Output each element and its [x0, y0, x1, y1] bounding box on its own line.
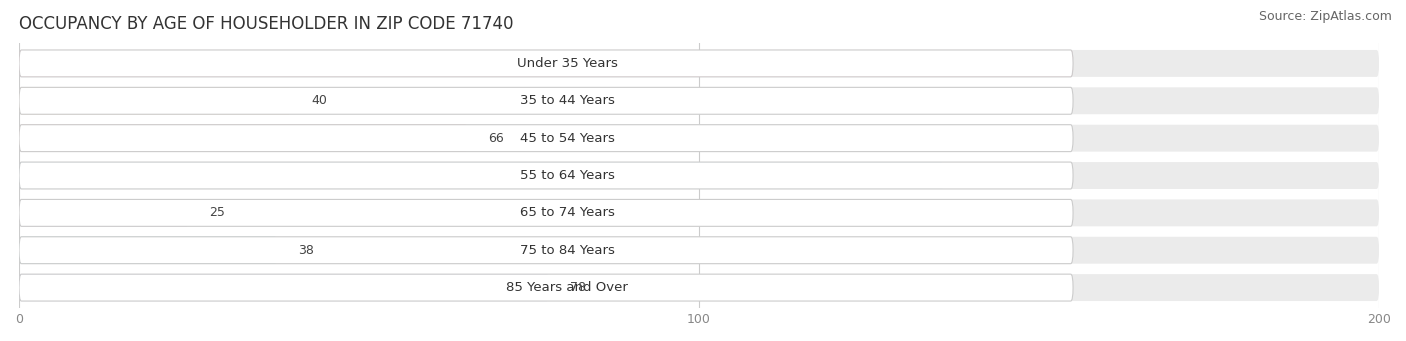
- FancyBboxPatch shape: [20, 199, 1379, 226]
- FancyBboxPatch shape: [20, 125, 468, 152]
- FancyBboxPatch shape: [20, 199, 188, 226]
- Text: 40: 40: [311, 94, 328, 107]
- FancyBboxPatch shape: [20, 50, 1073, 77]
- FancyBboxPatch shape: [20, 237, 1379, 264]
- Text: 55 to 64 Years: 55 to 64 Years: [520, 169, 614, 182]
- FancyBboxPatch shape: [20, 162, 1073, 189]
- Text: 38: 38: [298, 244, 314, 257]
- FancyBboxPatch shape: [20, 125, 1379, 152]
- Text: OCCUPANCY BY AGE OF HOUSEHOLDER IN ZIP CODE 71740: OCCUPANCY BY AGE OF HOUSEHOLDER IN ZIP C…: [20, 15, 513, 33]
- FancyBboxPatch shape: [20, 87, 1073, 114]
- Text: 155: 155: [1033, 57, 1060, 70]
- FancyBboxPatch shape: [20, 87, 1379, 114]
- Text: 85 Years and Over: 85 Years and Over: [506, 281, 628, 294]
- Text: 78: 78: [569, 281, 586, 294]
- Text: 66: 66: [488, 132, 503, 145]
- FancyBboxPatch shape: [20, 50, 1379, 77]
- Text: Under 35 Years: Under 35 Years: [516, 57, 617, 70]
- FancyBboxPatch shape: [20, 50, 1073, 77]
- FancyBboxPatch shape: [20, 237, 1073, 264]
- Text: Source: ZipAtlas.com: Source: ZipAtlas.com: [1258, 10, 1392, 23]
- FancyBboxPatch shape: [20, 274, 1379, 301]
- FancyBboxPatch shape: [20, 199, 1073, 226]
- FancyBboxPatch shape: [20, 237, 277, 264]
- Text: 65 to 74 Years: 65 to 74 Years: [520, 206, 614, 219]
- FancyBboxPatch shape: [20, 87, 291, 114]
- FancyBboxPatch shape: [20, 125, 1073, 152]
- Text: 75 to 84 Years: 75 to 84 Years: [520, 244, 614, 257]
- Text: 25: 25: [209, 206, 225, 219]
- FancyBboxPatch shape: [20, 162, 1379, 189]
- Text: 45 to 54 Years: 45 to 54 Years: [520, 132, 614, 145]
- Text: 136: 136: [904, 169, 931, 182]
- FancyBboxPatch shape: [20, 274, 550, 301]
- FancyBboxPatch shape: [20, 162, 943, 189]
- FancyBboxPatch shape: [20, 274, 1073, 301]
- Text: 35 to 44 Years: 35 to 44 Years: [520, 94, 614, 107]
